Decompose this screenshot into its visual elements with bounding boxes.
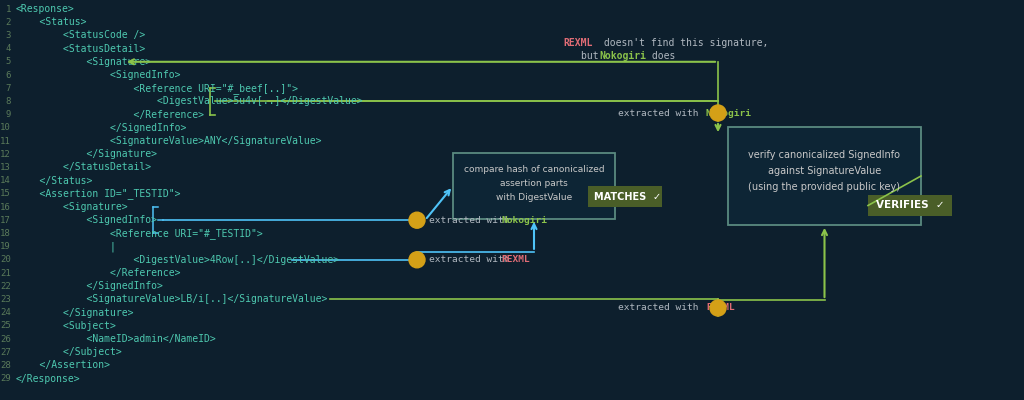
Text: <Signature>: <Signature>	[16, 57, 152, 67]
Text: extracted with: extracted with	[617, 108, 705, 118]
Text: 23: 23	[0, 295, 11, 304]
Circle shape	[710, 105, 726, 121]
Text: <Reference URI="#_TESTID">: <Reference URI="#_TESTID">	[16, 228, 263, 239]
Text: with DigestValue: with DigestValue	[496, 192, 572, 202]
Text: 10: 10	[0, 123, 11, 132]
Text: 13: 13	[0, 163, 11, 172]
Text: Nokogiri: Nokogiri	[706, 108, 752, 118]
Text: Nokogiri: Nokogiri	[501, 216, 547, 225]
Text: </StatusDetail>: </StatusDetail>	[16, 162, 152, 172]
Text: <Signature>: <Signature>	[16, 202, 128, 212]
Text: <Assertion ID="_TESTID">: <Assertion ID="_TESTID">	[16, 188, 180, 199]
Text: 16: 16	[0, 202, 11, 212]
Text: 12: 12	[0, 150, 11, 159]
Text: 17: 17	[0, 216, 11, 225]
Text: 15: 15	[0, 189, 11, 198]
Text: compare hash of canonicalized: compare hash of canonicalized	[464, 164, 604, 174]
Text: <Response>: <Response>	[16, 4, 75, 14]
Text: does: does	[646, 51, 676, 61]
Text: 14: 14	[0, 176, 11, 185]
Text: 5: 5	[5, 57, 11, 66]
Text: 29: 29	[0, 374, 11, 383]
Text: A: A	[715, 108, 721, 118]
FancyBboxPatch shape	[453, 153, 615, 219]
Circle shape	[409, 212, 425, 228]
Text: 1: 1	[5, 4, 11, 14]
Text: </Status>: </Status>	[16, 176, 92, 186]
Text: <SignatureValue>ANY</SignatureValue>: <SignatureValue>ANY</SignatureValue>	[16, 136, 322, 146]
Text: REXML: REXML	[501, 255, 529, 264]
Text: <DigestValue>4Row[..]</DigestValue>: <DigestValue>4Row[..]</DigestValue>	[16, 255, 339, 265]
Text: doesn't find this signature,: doesn't find this signature,	[598, 38, 768, 48]
Circle shape	[409, 252, 425, 268]
Text: 11: 11	[0, 136, 11, 146]
Text: 18: 18	[0, 229, 11, 238]
Text: B: B	[715, 303, 721, 313]
FancyBboxPatch shape	[728, 127, 921, 225]
Text: <NameID>admin</NameID>: <NameID>admin</NameID>	[16, 334, 216, 344]
Text: 9: 9	[5, 110, 11, 119]
Text: <SignatureValue>LB/i[..]</SignatureValue>: <SignatureValue>LB/i[..]</SignatureValue…	[16, 294, 328, 304]
Text: 8: 8	[5, 97, 11, 106]
Text: 21: 21	[0, 268, 11, 278]
Text: verify canonicalized SignedInfo: verify canonicalized SignedInfo	[749, 150, 900, 160]
Text: 27: 27	[0, 348, 11, 357]
Text: but: but	[581, 51, 604, 61]
Text: extracted with: extracted with	[429, 216, 515, 225]
Text: Nokogiri: Nokogiri	[599, 51, 646, 61]
Text: <SignedInfo>: <SignedInfo>	[16, 215, 157, 225]
Text: <DigestValue>5u4v[..]</DigestValue>: <DigestValue>5u4v[..]</DigestValue>	[16, 96, 362, 106]
Text: |: |	[16, 241, 116, 252]
Text: 4: 4	[5, 44, 11, 53]
Text: 26: 26	[0, 334, 11, 344]
Text: <StatusDetail>: <StatusDetail>	[16, 44, 145, 54]
Text: </Assertion>: </Assertion>	[16, 360, 110, 370]
Text: VERIFIES  ✓: VERIFIES ✓	[876, 200, 944, 210]
Text: (using the provided public key): (using the provided public key)	[749, 182, 900, 192]
Text: 28: 28	[0, 361, 11, 370]
Text: 7: 7	[5, 84, 11, 93]
Circle shape	[710, 300, 726, 316]
Text: </Reference>: </Reference>	[16, 110, 204, 120]
FancyBboxPatch shape	[588, 186, 662, 207]
Text: C: C	[414, 215, 420, 225]
Text: extracted with: extracted with	[617, 304, 705, 312]
Text: 19: 19	[0, 242, 11, 251]
Text: 2: 2	[5, 18, 11, 27]
Text: <Reference URI="#_beef[..]">: <Reference URI="#_beef[..]">	[16, 83, 298, 94]
Text: 24: 24	[0, 308, 11, 317]
Text: D: D	[414, 255, 420, 265]
Text: 3: 3	[5, 31, 11, 40]
Text: REXML: REXML	[706, 304, 735, 312]
FancyBboxPatch shape	[868, 195, 952, 216]
Text: <Subject>: <Subject>	[16, 321, 116, 331]
Text: </Signature>: </Signature>	[16, 149, 157, 159]
Text: 25: 25	[0, 321, 11, 330]
Text: 22: 22	[0, 282, 11, 291]
Text: MATCHES  ✓: MATCHES ✓	[594, 192, 662, 202]
Text: 20: 20	[0, 255, 11, 264]
Text: </SignedInfo>: </SignedInfo>	[16, 281, 163, 291]
Text: </Reference>: </Reference>	[16, 268, 180, 278]
Text: REXML: REXML	[563, 38, 592, 48]
Text: </Signature>: </Signature>	[16, 308, 133, 318]
Text: assertion parts: assertion parts	[500, 178, 568, 188]
Text: <StatusCode />: <StatusCode />	[16, 30, 145, 40]
Text: </SignedInfo>: </SignedInfo>	[16, 123, 186, 133]
Text: <SignedInfo>: <SignedInfo>	[16, 70, 180, 80]
Text: against SignatureValue: against SignatureValue	[768, 166, 881, 176]
Text: extracted with: extracted with	[429, 255, 515, 264]
Text: </Subject>: </Subject>	[16, 347, 122, 357]
Text: <Status>: <Status>	[16, 17, 86, 27]
Text: </Response>: </Response>	[16, 374, 81, 384]
Text: 6: 6	[5, 70, 11, 80]
